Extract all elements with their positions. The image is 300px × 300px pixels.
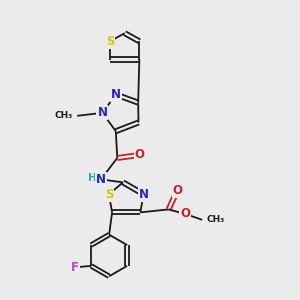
Text: O: O [135,148,145,161]
Text: H: H [88,173,96,183]
Text: N: N [111,88,121,101]
Text: S: S [106,35,114,48]
Text: N: N [98,106,107,119]
Text: F: F [71,261,79,274]
Text: N: N [96,173,106,186]
Text: O: O [180,207,190,220]
Text: S: S [105,188,113,201]
Text: N: N [139,188,148,201]
Text: O: O [172,184,182,196]
Text: CH₃: CH₃ [55,111,73,120]
Text: CH₃: CH₃ [207,215,225,224]
